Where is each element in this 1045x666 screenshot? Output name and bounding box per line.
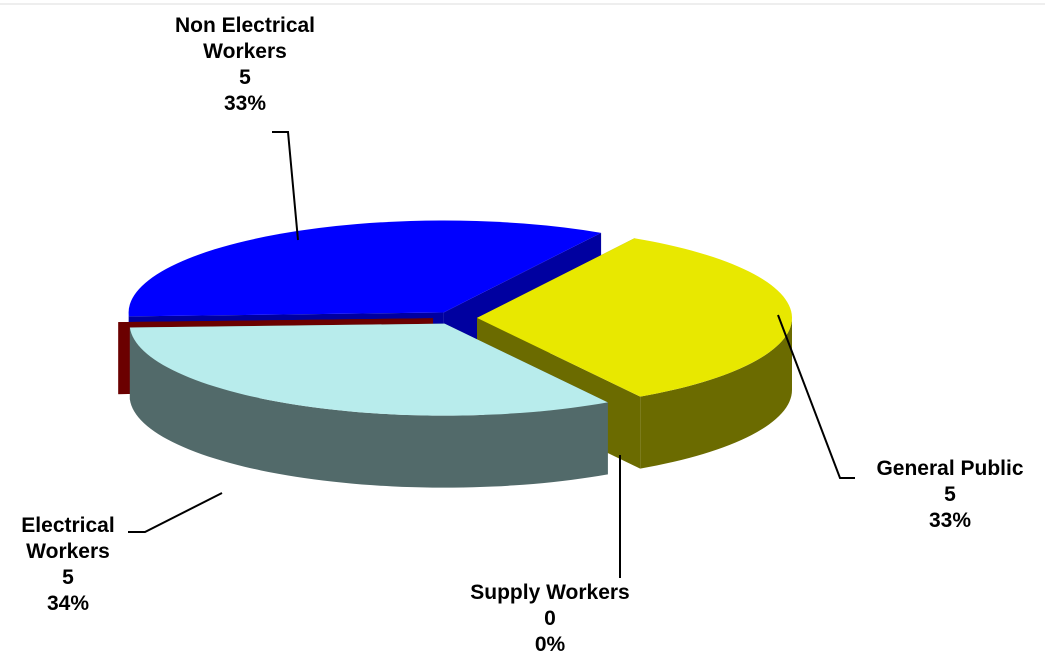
value-label: 5 [62, 566, 74, 589]
category-label: Non Electrical Workers [174, 14, 316, 63]
category-label: Supply Workers [470, 581, 630, 604]
percent-label: 34% [46, 592, 90, 615]
percent-label: 33% [223, 92, 267, 115]
percent-label: 33% [928, 509, 972, 532]
slice [476, 238, 792, 397]
slice [129, 323, 608, 416]
slice [128, 220, 602, 317]
slice-label: Non Electrical Workers 5 33% [135, 13, 355, 117]
value-label: 5 [239, 66, 251, 89]
slice-side [129, 327, 608, 488]
value-label: 5 [944, 483, 956, 506]
leader-lines [128, 131, 855, 578]
value-label: 0 [544, 607, 556, 630]
pie [118, 220, 792, 488]
category-label: General Public [876, 457, 1024, 480]
leader-line [777, 314, 855, 479]
slice-label: General Public 5 33% [845, 456, 1045, 534]
slice-side [640, 317, 792, 469]
category-label: Electrical Workers [21, 514, 115, 563]
slice-label: Supply Workers 0 0% [430, 580, 670, 658]
slice-label: Electrical Workers 5 34% [0, 513, 136, 617]
percent-label: 0% [534, 633, 566, 656]
leader-line [272, 131, 299, 241]
leader-line [128, 492, 223, 533]
